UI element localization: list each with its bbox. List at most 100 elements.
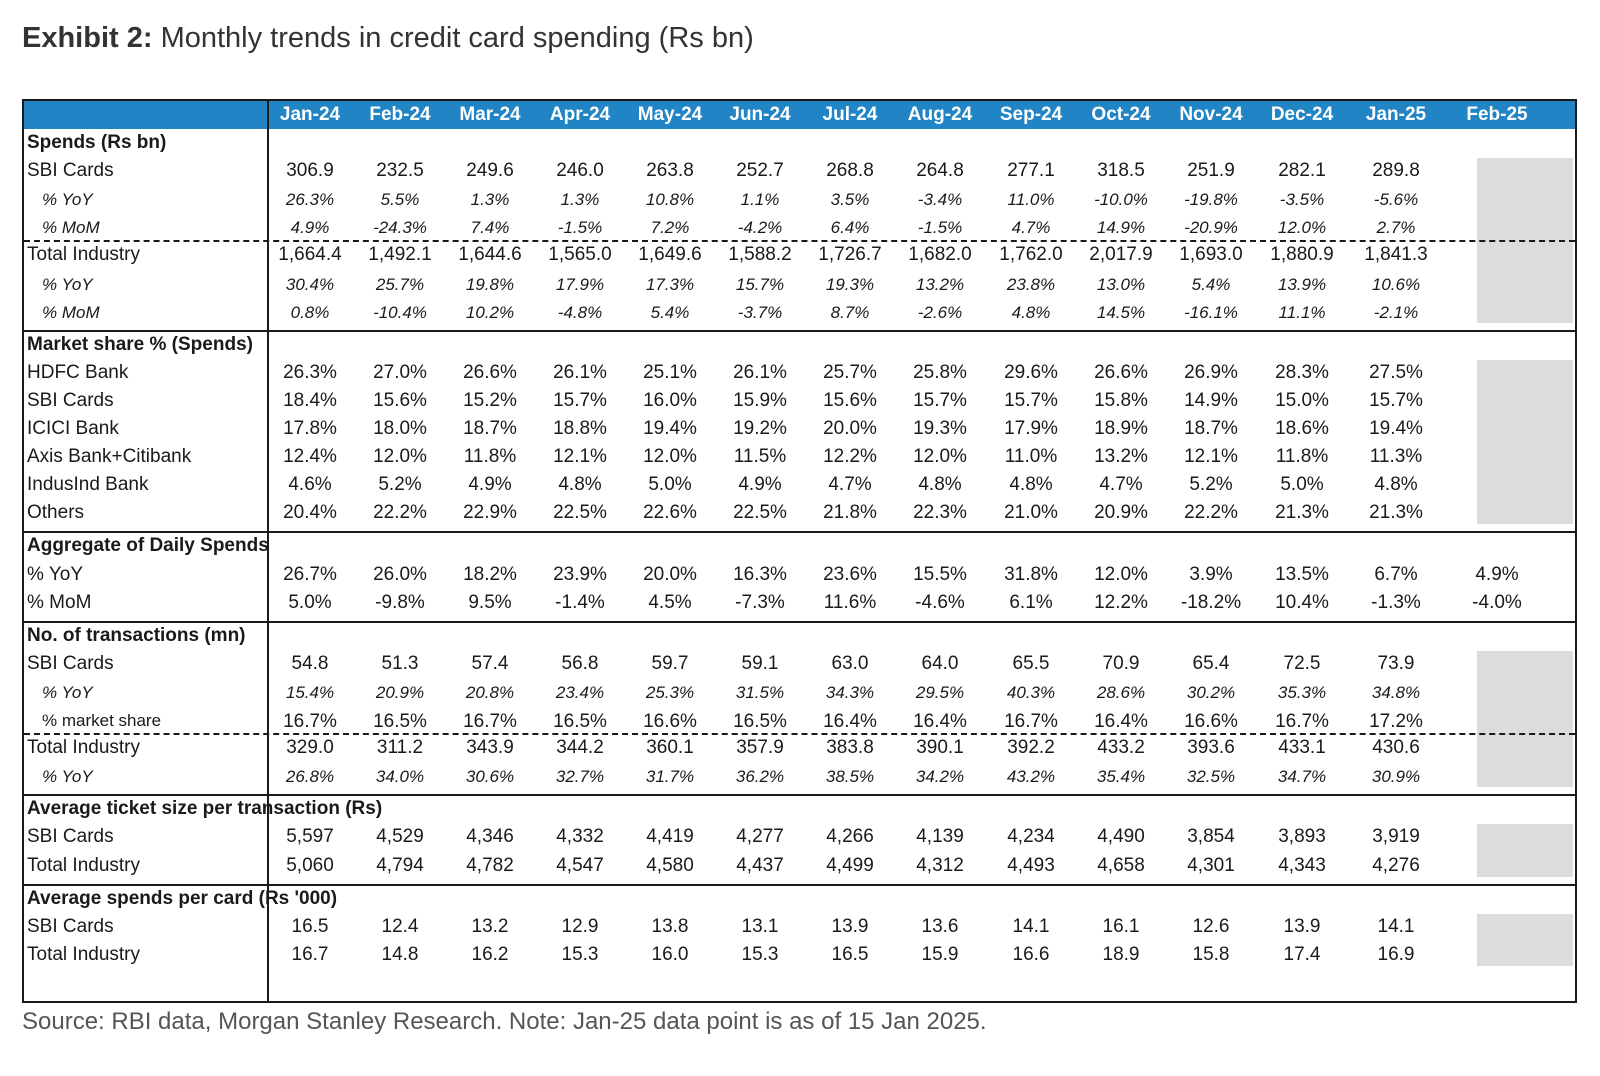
data-cell: 344.2 — [556, 737, 604, 759]
row-label: ICICI Bank — [27, 418, 119, 439]
data-cell: 1,693.0 — [1179, 244, 1243, 266]
data-cell: 4,139 — [916, 826, 964, 848]
row-label: SBI Cards — [27, 826, 114, 848]
data-cell: -2.6% — [917, 302, 963, 322]
data-cell: 4.7% — [1099, 474, 1143, 496]
data-cell: 17.9% — [555, 274, 605, 294]
data-cell: 4,343 — [1278, 854, 1326, 876]
row-label: SBI Cards — [27, 160, 114, 182]
row-label: SBI Cards — [27, 389, 114, 411]
data-cell: -7.3% — [735, 591, 785, 613]
data-cell: 18.0% — [373, 418, 427, 439]
data-cell: 4.8% — [1009, 474, 1053, 496]
data-cell: 392.2 — [1007, 737, 1055, 759]
data-cell: 9.5% — [468, 591, 512, 613]
section-divider — [24, 620, 1575, 623]
data-cell: 18.7% — [1184, 418, 1238, 439]
data-cell: 5,597 — [286, 826, 334, 848]
data-cell: 1,726.7 — [818, 244, 882, 266]
data-cell: 25.7% — [823, 361, 877, 383]
data-cell: 34.0% — [375, 767, 425, 787]
data-cell: 4.8% — [918, 474, 962, 496]
data-cell: 1.3% — [560, 190, 600, 210]
dashed-divider — [24, 733, 1575, 736]
data-cell: 433.1 — [1278, 737, 1326, 759]
column-header-feb-24: Feb-24 — [369, 104, 431, 125]
data-cell: 16.2 — [471, 943, 509, 965]
data-cell: 26.8% — [285, 767, 335, 787]
not-available-fill — [1477, 359, 1573, 525]
data-cell: 12.1% — [553, 446, 607, 468]
data-cell: 14.9% — [1096, 218, 1146, 238]
data-cell: 10.8% — [645, 190, 695, 210]
data-cell: 360.1 — [646, 737, 694, 759]
data-cell: 56.8 — [561, 652, 599, 674]
data-cell: 251.9 — [1187, 160, 1235, 182]
column-header-jan-24: Jan-24 — [279, 104, 341, 125]
data-cell: 20.8% — [465, 682, 515, 702]
data-cell: 63.0 — [831, 652, 869, 674]
column-header-oct-24: Oct-24 — [1091, 104, 1151, 125]
data-cell: 11.8% — [463, 446, 517, 468]
data-cell: 22.2% — [1184, 502, 1238, 524]
data-cell: 65.5 — [1012, 652, 1050, 674]
data-cell: -1.4% — [555, 591, 605, 613]
row-label: % MoM — [42, 302, 100, 322]
data-cell: 5.4% — [1191, 274, 1231, 294]
data-cell: 13.6 — [921, 915, 959, 937]
data-cell: 5.0% — [288, 591, 332, 613]
header-row: Jan-24 Feb-24 Mar-24 Apr-24 May-24 Jun-24 Jul-… — [24, 101, 1575, 129]
data-cell: 14.8 — [381, 943, 419, 965]
data-cell: 16.7% — [283, 711, 337, 732]
data-cell: 19.3% — [825, 274, 875, 294]
row-label: Total Industry — [27, 943, 140, 965]
data-cell: 30.4% — [285, 274, 335, 294]
data-cell: 21.3% — [1275, 502, 1329, 524]
data-cell: 18.2% — [463, 563, 517, 585]
data-cell: 40.3% — [1006, 682, 1056, 702]
data-cell: 15.9% — [733, 389, 787, 411]
data-cell: 26.7% — [283, 563, 337, 585]
data-cell: 16.4% — [1094, 711, 1148, 732]
data-cell: 12.9 — [561, 915, 599, 937]
row-label: SBI Cards — [27, 652, 114, 674]
data-cell: 16.0 — [651, 943, 689, 965]
data-cell: 11.0% — [1007, 190, 1055, 210]
data-cell: 4,782 — [466, 854, 514, 876]
data-cell: -3.5% — [1279, 190, 1325, 210]
data-cell: 30.2% — [1186, 682, 1236, 702]
data-cell: 15.9 — [921, 943, 959, 965]
data-cell: 16.9 — [1377, 943, 1415, 965]
data-cell: 15.3 — [741, 943, 779, 965]
data-cell: 15.5% — [913, 563, 967, 585]
data-cell: 357.9 — [736, 737, 784, 759]
row-label: SBI Cards — [27, 915, 114, 937]
data-cell: 4.8% — [1374, 474, 1418, 496]
data-cell: 1,682.0 — [908, 244, 972, 266]
data-cell: 17.8% — [283, 418, 337, 439]
data-cell: 14.1 — [1377, 915, 1415, 937]
data-cell: 26.6% — [463, 361, 517, 383]
data-cell: 4,490 — [1097, 826, 1145, 848]
data-cell: 12.2% — [823, 446, 877, 468]
data-cell: 51.3 — [381, 652, 419, 674]
data-cell: 23.4% — [555, 682, 605, 702]
data-cell: 5.0% — [1280, 474, 1324, 496]
data-cell: 23.6% — [823, 563, 877, 585]
row-label: % YoY — [42, 682, 93, 702]
data-cell: 23.8% — [1006, 274, 1056, 294]
data-cell: 1.3% — [470, 190, 510, 210]
data-cell: 6.1% — [1009, 591, 1053, 613]
data-cell: 4,234 — [1007, 826, 1055, 848]
row-label: % market share — [42, 711, 162, 730]
data-cell: -3.4% — [917, 190, 963, 210]
data-cell: 4,658 — [1097, 854, 1145, 876]
data-cell: 26.6% — [1094, 361, 1148, 383]
data-cell: -20.9% — [1184, 218, 1238, 238]
data-cell: 26.9% — [1184, 361, 1238, 383]
row-label: % MoM — [27, 591, 92, 613]
data-cell: 4,276 — [1372, 854, 1420, 876]
data-cell: 1,841.3 — [1364, 244, 1428, 266]
column-header-apr-24: Apr-24 — [549, 104, 611, 125]
not-available-fill — [1477, 913, 1573, 966]
